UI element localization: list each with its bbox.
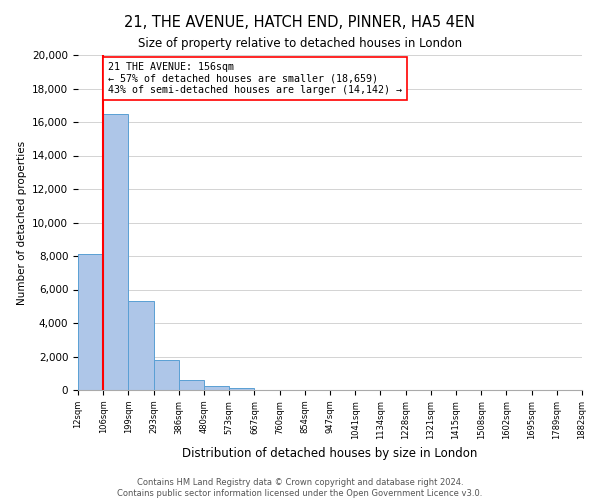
- Text: Contains HM Land Registry data © Crown copyright and database right 2024.
Contai: Contains HM Land Registry data © Crown c…: [118, 478, 482, 498]
- Y-axis label: Number of detached properties: Number of detached properties: [17, 140, 26, 304]
- Bar: [204, 386, 229, 390]
- Bar: [179, 380, 204, 390]
- Text: 21 THE AVENUE: 156sqm
← 57% of detached houses are smaller (18,659)
43% of semi-: 21 THE AVENUE: 156sqm ← 57% of detached …: [108, 62, 402, 95]
- X-axis label: Distribution of detached houses by size in London: Distribution of detached houses by size …: [182, 447, 478, 460]
- Bar: [128, 301, 154, 390]
- Bar: [78, 254, 103, 390]
- Bar: [154, 360, 179, 390]
- Bar: [103, 114, 128, 390]
- Text: 21, THE AVENUE, HATCH END, PINNER, HA5 4EN: 21, THE AVENUE, HATCH END, PINNER, HA5 4…: [125, 15, 476, 30]
- Text: Size of property relative to detached houses in London: Size of property relative to detached ho…: [138, 38, 462, 51]
- Bar: [229, 388, 254, 390]
